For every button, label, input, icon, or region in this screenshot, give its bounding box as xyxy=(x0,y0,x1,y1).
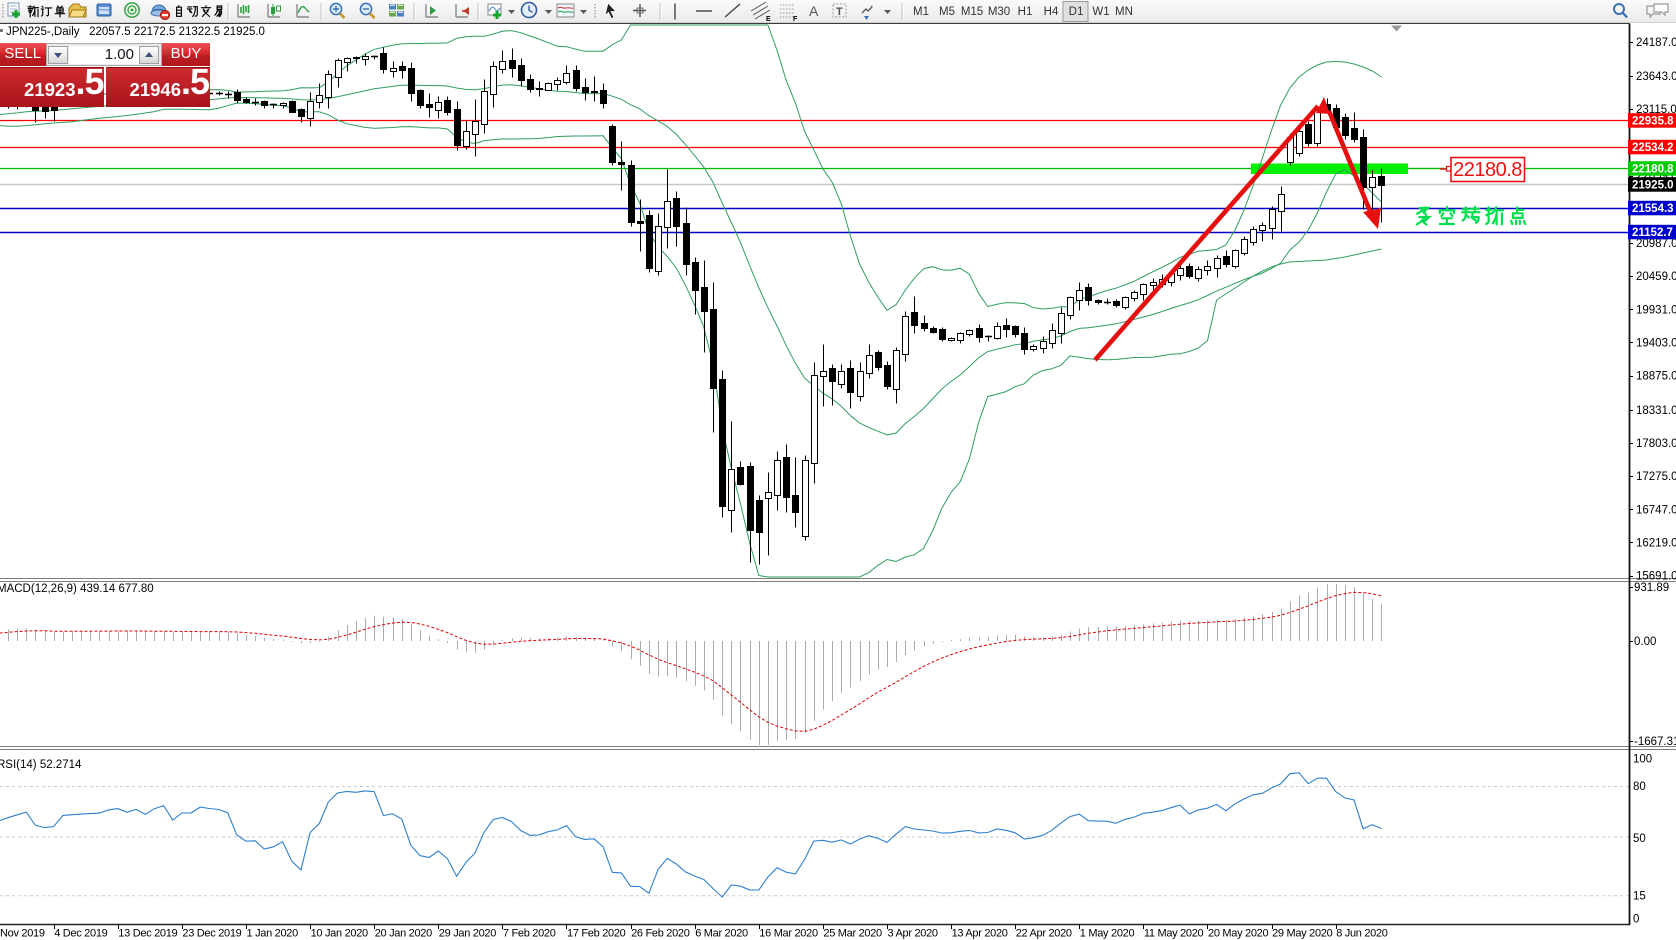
svg-text:20987.0: 20987.0 xyxy=(1636,238,1676,250)
svg-text:A: A xyxy=(809,3,819,19)
svg-text:M30: M30 xyxy=(988,6,1010,18)
svg-text:16747.0: 16747.0 xyxy=(1636,504,1676,516)
svg-text:6 Mar 2020: 6 Mar 2020 xyxy=(695,928,748,940)
svg-text:16 Mar 2020: 16 Mar 2020 xyxy=(759,928,818,940)
svg-text:1 May 2020: 1 May 2020 xyxy=(1080,928,1135,940)
svg-text:-1667.31: -1667.31 xyxy=(1634,736,1676,748)
svg-text:15: 15 xyxy=(1633,890,1646,902)
svg-text:23643.0: 23643.0 xyxy=(1636,71,1676,83)
svg-text:H1: H1 xyxy=(1018,6,1033,18)
svg-text:100: 100 xyxy=(1633,754,1652,766)
svg-text:17 Feb 2020: 17 Feb 2020 xyxy=(567,928,626,940)
svg-text:18331.0: 18331.0 xyxy=(1636,405,1676,417)
svg-text:D1: D1 xyxy=(1069,6,1084,18)
svg-text:16219.0: 16219.0 xyxy=(1636,538,1676,550)
svg-text:80: 80 xyxy=(1633,781,1646,793)
svg-text:18875.0: 18875.0 xyxy=(1636,371,1676,383)
svg-text:1 Jan 2020: 1 Jan 2020 xyxy=(247,928,299,940)
svg-text:MN: MN xyxy=(1115,6,1133,18)
svg-text:E: E xyxy=(766,16,771,23)
svg-text:M5: M5 xyxy=(939,6,955,18)
svg-text:22180.8: 22180.8 xyxy=(1453,159,1522,181)
svg-text:17803.0: 17803.0 xyxy=(1636,438,1676,450)
svg-text:RSI(14) 52.2714: RSI(14) 52.2714 xyxy=(0,759,82,771)
svg-text:W1: W1 xyxy=(1092,6,1109,18)
svg-text:24187.0: 24187.0 xyxy=(1636,37,1676,49)
svg-text:MACD(12,26,9) 439.14 677.80: MACD(12,26,9) 439.14 677.80 xyxy=(0,583,154,595)
svg-text:F: F xyxy=(793,16,798,23)
svg-text:17275.0: 17275.0 xyxy=(1636,471,1676,483)
svg-text:21554.3: 21554.3 xyxy=(1632,203,1674,215)
svg-text:22534.2: 22534.2 xyxy=(1632,142,1674,154)
svg-text:19403.0: 19403.0 xyxy=(1636,338,1676,350)
svg-text:T: T xyxy=(836,6,843,18)
svg-text:29 Jan 2020: 29 Jan 2020 xyxy=(439,928,496,940)
svg-text:29 May 2020: 29 May 2020 xyxy=(1272,928,1332,940)
svg-text:931.89: 931.89 xyxy=(1634,582,1669,594)
svg-text:25 Mar 2020: 25 Mar 2020 xyxy=(823,928,882,940)
svg-text:13 Dec 2019: 13 Dec 2019 xyxy=(118,928,177,940)
svg-text:8 Jun 2020: 8 Jun 2020 xyxy=(1336,928,1388,940)
svg-text:0: 0 xyxy=(1633,913,1639,925)
svg-text:H4: H4 xyxy=(1044,6,1059,18)
svg-text:22 Apr 2020: 22 Apr 2020 xyxy=(1016,928,1072,940)
svg-text:3 Apr 2020: 3 Apr 2020 xyxy=(888,928,938,940)
svg-text:0.00: 0.00 xyxy=(1634,636,1656,648)
svg-text:20 May 2020: 20 May 2020 xyxy=(1208,928,1268,940)
svg-text:50: 50 xyxy=(1633,833,1646,845)
svg-text:M1: M1 xyxy=(913,6,929,18)
svg-text:25 Nov 2019: 25 Nov 2019 xyxy=(0,928,45,940)
svg-text:20 Jan 2020: 20 Jan 2020 xyxy=(375,928,432,940)
svg-text:21925.0: 21925.0 xyxy=(1632,180,1674,192)
svg-text:22935.8: 22935.8 xyxy=(1632,116,1674,128)
svg-text:15691.0: 15691.0 xyxy=(1636,571,1676,583)
svg-text:19931.0: 19931.0 xyxy=(1636,304,1676,316)
svg-text:7 Feb 2020: 7 Feb 2020 xyxy=(503,928,556,940)
svg-text:4 Dec 2019: 4 Dec 2019 xyxy=(54,928,107,940)
svg-text:20459.0: 20459.0 xyxy=(1636,271,1676,283)
svg-text:21152.7: 21152.7 xyxy=(1632,227,1673,239)
svg-text:23 Dec 2019: 23 Dec 2019 xyxy=(182,928,241,940)
svg-text:10 Jan 2020: 10 Jan 2020 xyxy=(311,928,368,940)
svg-text:JPN225-,Daily 22057.5 22172.: JPN225-,Daily 22057.5 22172.5 21322.5 21… xyxy=(6,26,265,38)
svg-text:13 Apr 2020: 13 Apr 2020 xyxy=(952,928,1008,940)
svg-text:22180.8: 22180.8 xyxy=(1632,164,1674,176)
svg-text:11 May 2020: 11 May 2020 xyxy=(1144,928,1204,940)
svg-text:26 Feb 2020: 26 Feb 2020 xyxy=(631,928,690,940)
svg-text:M15: M15 xyxy=(961,6,983,18)
